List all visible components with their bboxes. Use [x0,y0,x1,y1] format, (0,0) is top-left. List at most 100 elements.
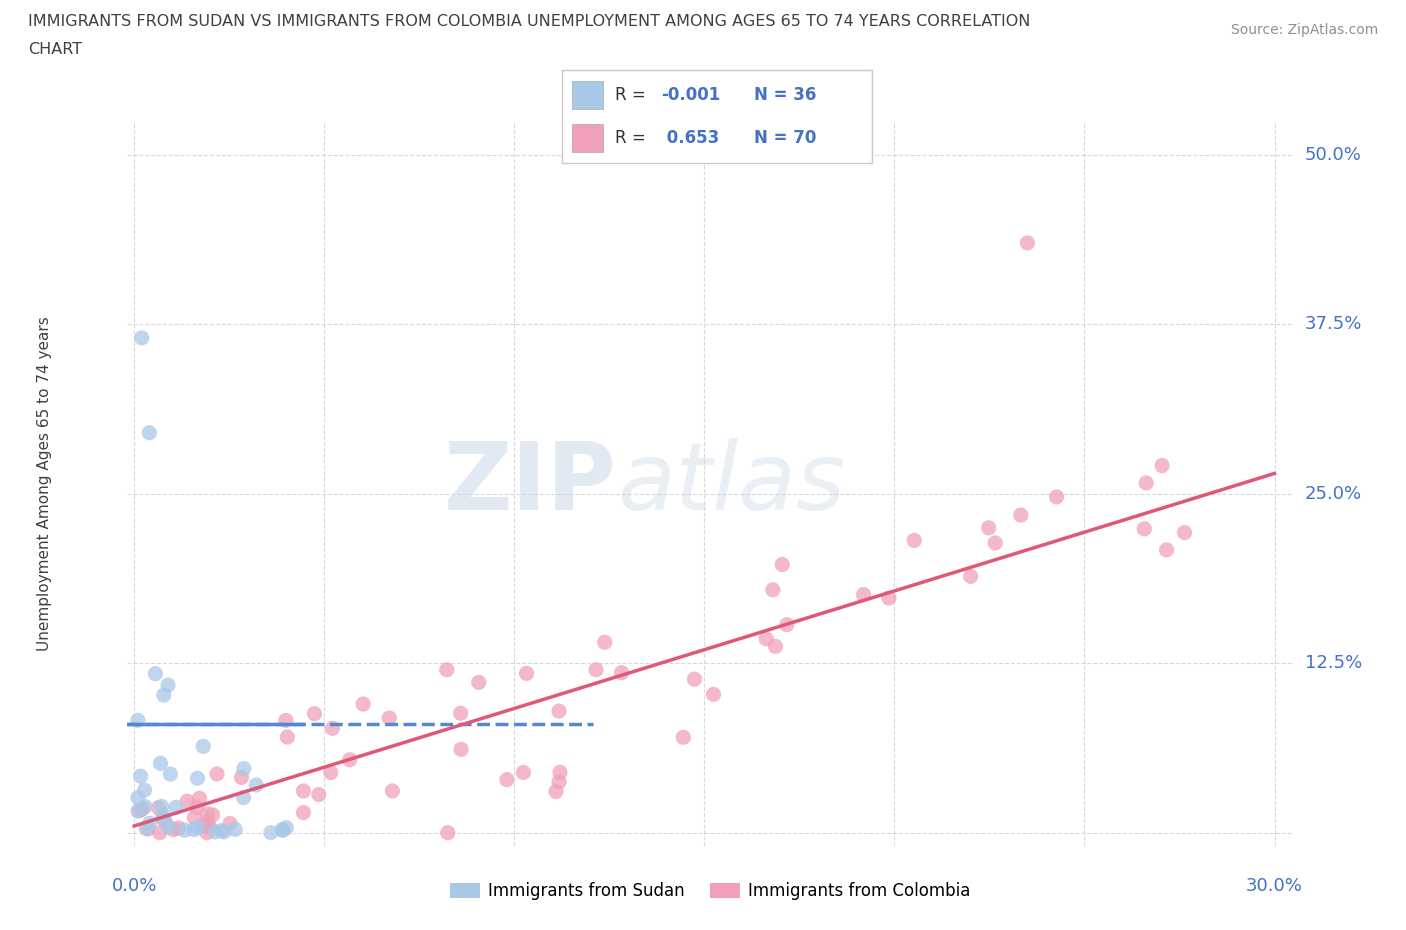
Point [162,822,184,837]
Point [1156,542,1178,557]
Point [176,793,198,808]
Point [852,587,875,602]
Point [877,591,900,605]
Text: 30.0%: 30.0% [1246,877,1303,895]
Point [274,713,297,728]
Text: 50.0%: 50.0% [1305,146,1361,164]
Text: 0.0%: 0.0% [111,877,157,895]
Point [512,765,534,780]
Point [450,742,472,757]
Point [762,582,785,597]
Point [683,671,706,686]
Point [134,799,156,814]
Point [1133,522,1156,537]
Point [149,825,172,840]
Point [157,819,180,834]
Point [515,666,537,681]
Point [959,569,981,584]
Text: CHART: CHART [28,42,82,57]
Point [148,800,170,815]
Point [271,823,294,838]
Text: IMMIGRANTS FROM SUDAN VS IMMIGRANTS FROM COLOMBIA UNEMPLOYMENT AMONG AGES 65 TO : IMMIGRANTS FROM SUDAN VS IMMIGRANTS FROM… [28,14,1031,29]
Point [672,730,695,745]
Point [152,808,174,823]
Legend: Immigrants from Sudan, Immigrants from Colombia: Immigrants from Sudan, Immigrants from C… [443,875,977,907]
Point [232,790,254,805]
Point [149,756,172,771]
Text: ZIP: ZIP [444,438,617,529]
Point [496,772,519,787]
Point [231,770,253,785]
Text: atlas: atlas [617,438,845,529]
Point [201,807,224,822]
Point [188,790,211,805]
Point [548,775,571,790]
Point [134,783,156,798]
Point [127,804,149,818]
Point [352,697,374,711]
Point [378,711,401,725]
Point [159,766,181,781]
Point [339,752,361,767]
Point [131,802,153,817]
Point [183,822,205,837]
Point [319,765,342,780]
Point [197,815,219,830]
Point [436,662,458,677]
Text: Unemployment Among Ages 65 to 74 years: Unemployment Among Ages 65 to 74 years [38,316,52,651]
Point [1174,525,1197,540]
Point [150,799,173,814]
Point [138,816,160,830]
Point [152,811,174,826]
Point [232,761,254,776]
Point [276,820,298,835]
Point [292,805,315,820]
Point [260,825,283,840]
Point [224,822,246,837]
Point [450,706,472,721]
Point [977,521,1000,536]
Point [138,425,160,440]
Point [193,739,215,754]
FancyBboxPatch shape [572,124,603,152]
Point [292,784,315,799]
Text: 12.5%: 12.5% [1305,655,1362,672]
Point [209,823,232,838]
Point [436,825,458,840]
Point [276,730,298,745]
Point [191,818,214,833]
Point [585,662,607,677]
Point [198,818,221,833]
Point [271,822,294,837]
Point [1010,508,1032,523]
Point [1017,235,1039,250]
Text: N = 36: N = 36 [754,86,817,104]
Point [984,536,1007,551]
Point [145,666,167,681]
Point [129,769,152,784]
Point [548,764,571,779]
Point [765,639,787,654]
Text: Source: ZipAtlas.com: Source: ZipAtlas.com [1230,23,1378,37]
Point [548,704,571,719]
Text: N = 70: N = 70 [754,128,817,147]
Point [186,800,208,815]
Point [186,771,208,786]
Point [173,823,195,838]
Point [136,821,159,836]
Point [467,675,489,690]
Point [903,533,925,548]
Point [165,800,187,815]
Point [212,824,235,839]
Point [187,819,209,834]
Text: R =: R = [614,128,645,147]
Point [593,635,616,650]
Text: -0.001: -0.001 [661,86,721,104]
Point [153,813,176,828]
Point [197,806,219,821]
Point [610,665,633,680]
Point [135,820,157,835]
Text: 0.653: 0.653 [661,128,720,147]
Point [321,721,343,736]
Point [219,816,242,830]
